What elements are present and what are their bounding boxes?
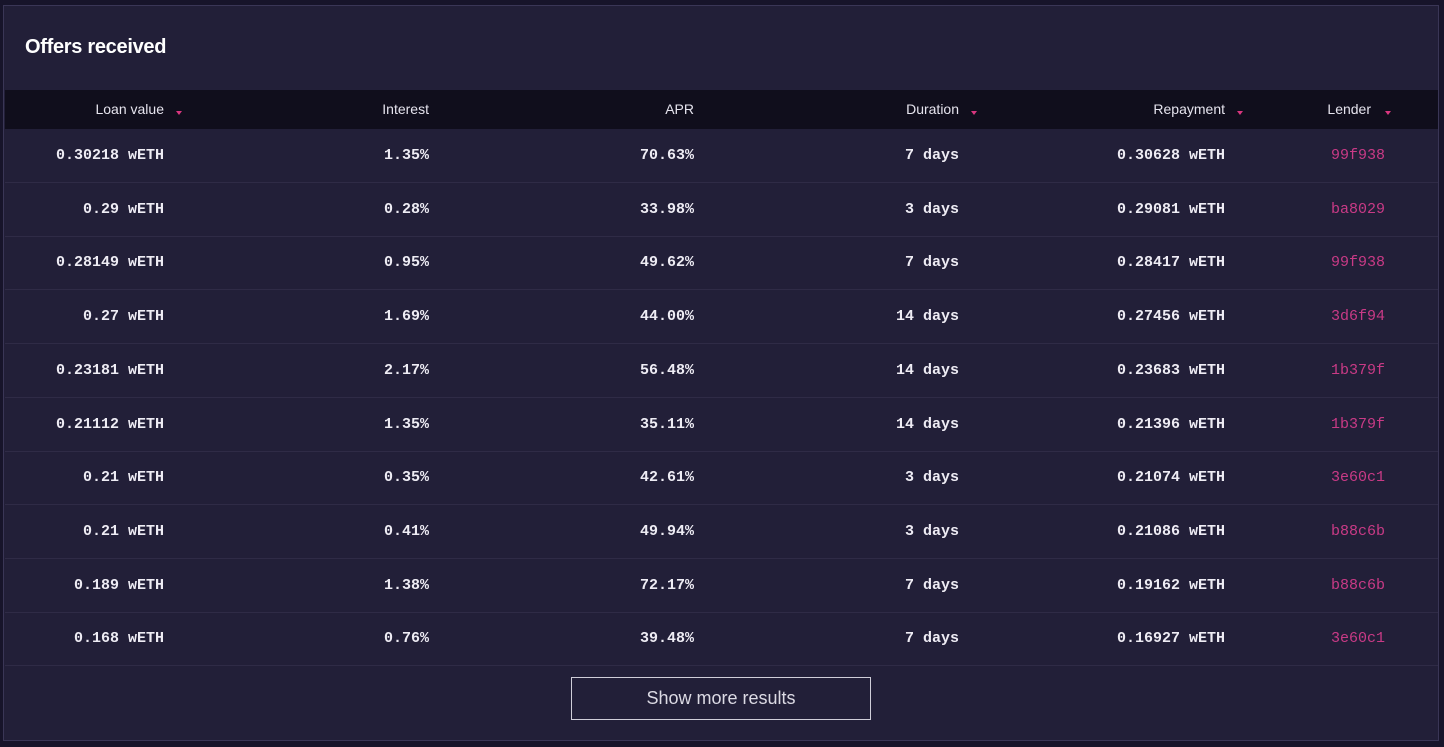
loan-value-cell: 0.28149 wETH	[55, 254, 164, 272]
column-header[interactable]: Loan value	[95, 101, 164, 117]
lender-cell[interactable]: b88c6b	[1330, 522, 1385, 540]
apr-cell: 70.63%	[639, 147, 694, 164]
apr-cell: 33.98%	[639, 200, 694, 218]
interest-cell: 0.28%	[383, 200, 429, 218]
offer-row: 0.21 wETH 0.41% 49.94% 3 days 0.21086 wETH b8…	[5, 506, 1438, 559]
lender-cell[interactable]: 3d6f94	[1330, 308, 1385, 326]
apr-cell: 44.00%	[639, 308, 694, 326]
lender-cell[interactable]: 1b379f	[1330, 361, 1385, 379]
repayment-cell: 0.21086 wETH	[1116, 522, 1225, 540]
loan-value-cell: 0.21112 wETH	[55, 415, 164, 433]
apr-cell: 49.62%	[639, 254, 694, 272]
loan-value-cell: 0.30218 wETH	[55, 147, 164, 164]
offer-row: 0.21112 wETH 1.35% 35.11% 14 days 0.21396 wE…	[5, 399, 1438, 452]
loan-value-cell: 0.189 wETH	[73, 576, 164, 594]
lender-cell[interactable]: 1b379f	[1330, 415, 1385, 433]
interest-cell: 2.17%	[383, 361, 429, 379]
loan-value-cell: 0.21 wETH	[82, 469, 164, 487]
offer-row: 0.168 wETH 0.76% 39.48% 7 days 0.16927 wETH 3…	[5, 613, 1438, 667]
repayment-cell: 0.19162 wETH	[1116, 576, 1225, 594]
duration-cell: 7 days	[904, 630, 959, 648]
column-header: Interest	[382, 101, 429, 117]
sort-arrow[interactable]	[176, 111, 182, 115]
interest-cell: 1.35%	[383, 415, 429, 433]
offer-row: 0.28149 wETH 0.95% 49.62% 7 days 0.28417 wET…	[5, 237, 1438, 291]
column-header[interactable]: Repayment	[1153, 101, 1225, 117]
lender-cell[interactable]: 3e60c1	[1330, 630, 1385, 648]
show-more-button[interactable]: Show more results	[571, 677, 871, 720]
loan-value-cell: 0.23181 wETH	[55, 361, 164, 379]
repayment-cell: 0.21396 wETH	[1116, 415, 1225, 433]
duration-cell: 3 days	[904, 522, 959, 540]
loan-value-cell: 0.168 wETH	[73, 630, 164, 648]
repayment-cell: 0.16927 wETH	[1116, 630, 1225, 648]
repayment-cell: 0.23683 wETH	[1116, 361, 1225, 379]
lender-cell[interactable]: 99f938	[1330, 254, 1385, 272]
interest-cell: 1.35%	[383, 147, 429, 164]
duration-cell: 14 days	[895, 308, 959, 326]
duration-cell: 7 days	[904, 147, 959, 164]
sort-arrow[interactable]	[1385, 111, 1391, 115]
column-header[interactable]: Lender	[1327, 101, 1371, 117]
apr-cell: 49.94%	[639, 522, 694, 540]
lender-cell[interactable]: b88c6b	[1330, 576, 1385, 594]
duration-cell: 3 days	[904, 200, 959, 218]
interest-cell: 1.69%	[383, 308, 429, 326]
sort-arrow[interactable]	[1237, 111, 1243, 115]
offers-panel: Offers received Loan value Interest APR …	[3, 5, 1439, 741]
offer-row: 0.21 wETH 0.35% 42.61% 3 days 0.21074 wETH 3e…	[5, 452, 1438, 506]
apr-cell: 72.17%	[639, 576, 694, 594]
duration-cell: 7 days	[904, 254, 959, 272]
panel-title: Offers received	[25, 36, 167, 58]
apr-cell: 42.61%	[639, 469, 694, 487]
repayment-cell: 0.29081 wETH	[1116, 200, 1225, 218]
table-header: Loan value Interest APR Duration Repayme…	[5, 90, 1438, 129]
lender-cell[interactable]: ba8029	[1330, 200, 1385, 218]
interest-cell: 0.35%	[383, 469, 429, 487]
apr-cell: 35.11%	[639, 415, 694, 433]
loan-value-cell: 0.29 wETH	[82, 200, 164, 218]
duration-cell: 7 days	[904, 576, 959, 594]
column-header: APR	[665, 101, 694, 117]
offer-row: 0.27 wETH 1.69% 44.00% 14 days 0.27456 wETH 3…	[5, 291, 1438, 345]
apr-cell: 56.48%	[639, 361, 694, 379]
loan-value-cell: 0.21 wETH	[82, 522, 164, 540]
repayment-cell: 0.28417 wETH	[1116, 254, 1225, 272]
repayment-cell: 0.30628 wETH	[1116, 147, 1225, 164]
duration-cell: 3 days	[904, 469, 959, 487]
repayment-cell: 0.27456 wETH	[1116, 308, 1225, 326]
duration-cell: 14 days	[895, 415, 959, 433]
interest-cell: 0.95%	[383, 254, 429, 272]
lender-cell[interactable]: 99f938	[1330, 147, 1385, 164]
interest-cell: 1.38%	[383, 576, 429, 594]
offer-row: 0.189 wETH 1.38% 72.17% 7 days 0.19162 wETH b…	[5, 560, 1438, 613]
offer-row: 0.23181 wETH 2.17% 56.48% 14 days 0.23683 wE…	[5, 345, 1438, 398]
interest-cell: 0.41%	[383, 522, 429, 540]
loan-value-cell: 0.27 wETH	[82, 308, 164, 326]
duration-cell: 14 days	[895, 361, 959, 379]
interest-cell: 0.76%	[383, 630, 429, 648]
offer-row: 0.30218 wETH 1.35% 70.63% 7 days 0.30628 wET…	[5, 130, 1438, 183]
offer-row: 0.29 wETH 0.28% 33.98% 3 days 0.29081 wETH ba…	[5, 184, 1438, 237]
column-header[interactable]: Duration	[906, 101, 959, 117]
sort-arrow[interactable]	[971, 111, 977, 115]
repayment-cell: 0.21074 wETH	[1116, 469, 1225, 487]
apr-cell: 39.48%	[639, 630, 694, 648]
lender-cell[interactable]: 3e60c1	[1330, 469, 1385, 487]
